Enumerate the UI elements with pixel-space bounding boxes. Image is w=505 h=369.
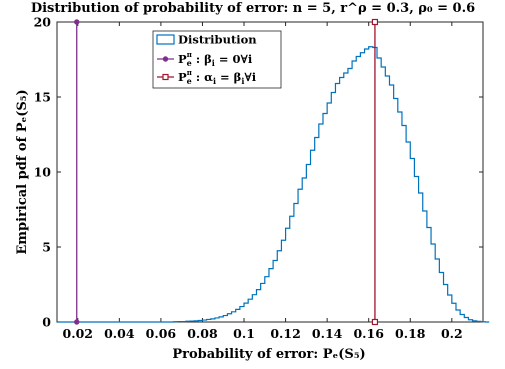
y-axis-label: Empirical pdf of Pₑ(S₅) <box>15 89 30 254</box>
y-axis-ticks: 0 5 10 15 20 <box>34 15 483 330</box>
x-tick-label: 0.02 <box>63 326 93 341</box>
legend-swatch-beta-zero-marker <box>162 56 169 62</box>
x-axis-label: Probability of error: Pₑ(S₅) <box>172 347 365 362</box>
stem-marker-alpha-beta-bottom <box>371 318 379 326</box>
x-axis-ticks: 0.02 0.04 0.06 0.08 0.1 0.12 0.14 0.16 0.18 0.2 <box>63 22 463 341</box>
stem-series <box>74 18 379 326</box>
legend-item-distribution: Distribution <box>156 33 257 47</box>
legend-item-beta-zero: Peπ: βi = 0∀i <box>157 50 253 68</box>
y-tick-label: 10 <box>34 165 52 180</box>
x-tick-label: 0.1 <box>233 326 255 341</box>
x-tick-label: 0.14 <box>312 326 343 341</box>
y-tick-label: 20 <box>34 15 52 30</box>
stem-marker-beta-zero-top <box>74 19 80 25</box>
legend-label-alpha-beta: Peπ: αi = βi∀i <box>178 68 257 86</box>
chart-title: Distribution of probability of error: n … <box>31 1 475 16</box>
y-tick-label: 0 <box>42 315 51 330</box>
stem-marker-alpha-beta-top <box>371 18 379 26</box>
legend-swatch-distribution <box>156 34 175 45</box>
legend-label-distribution: Distribution <box>178 33 257 47</box>
x-tick-label: 0.08 <box>187 326 218 341</box>
y-tick-label: 5 <box>42 240 51 255</box>
legend-item-alpha-beta: Peπ: αi = βi∀i <box>157 68 257 86</box>
y-tick-label: 15 <box>34 90 51 105</box>
x-tick-label: 0.06 <box>146 326 177 341</box>
legend-swatch-alpha-beta-marker <box>162 73 169 81</box>
legend-label-beta-zero: Peπ: βi = 0∀i <box>178 50 253 68</box>
x-tick-label: 0.12 <box>270 326 300 341</box>
x-tick-label: 0.18 <box>395 326 426 341</box>
x-tick-label: 0.04 <box>104 326 135 341</box>
x-tick-label: 0.2 <box>441 326 463 341</box>
legend: Distribution Peπ: βi = 0∀i Peπ: αi = βi∀… <box>152 30 282 89</box>
stem-marker-beta-zero-bottom <box>74 319 80 325</box>
x-tick-label: 0.16 <box>353 326 384 341</box>
series-distribution-line <box>58 46 490 323</box>
